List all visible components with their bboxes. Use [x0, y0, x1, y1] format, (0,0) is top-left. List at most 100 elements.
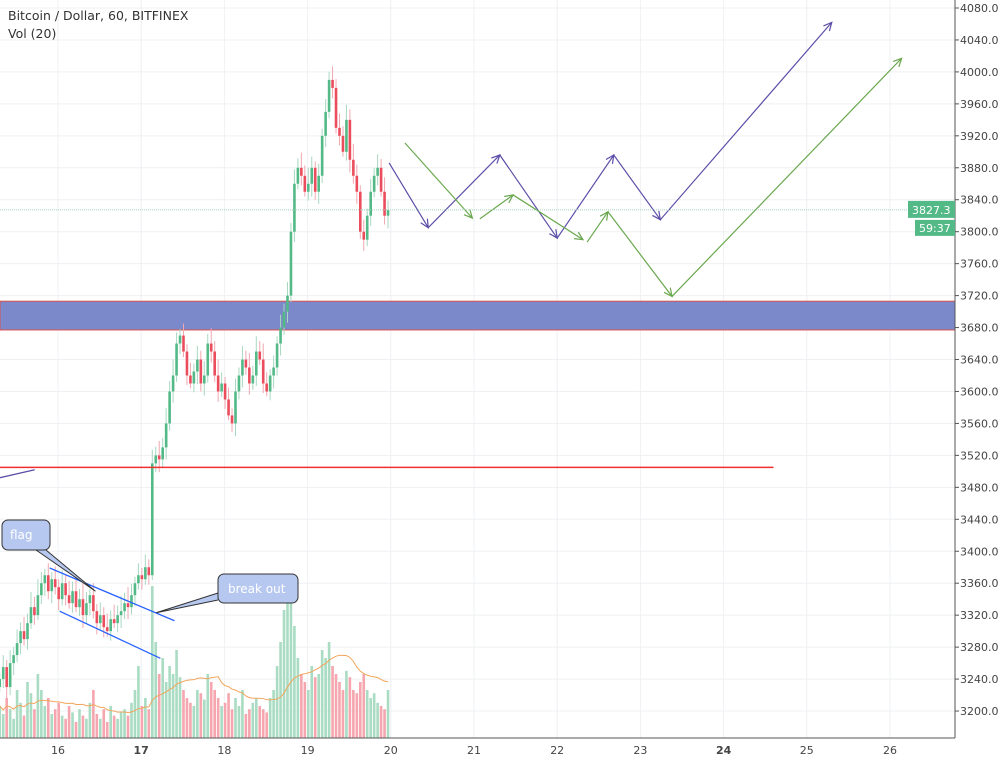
candle-body	[216, 375, 220, 392]
volume-bar	[296, 658, 300, 738]
candle-body	[230, 415, 234, 424]
volume-bar	[98, 718, 102, 738]
volume-bar	[254, 698, 258, 738]
time-tick-label: 19	[301, 744, 315, 757]
candle-body	[310, 167, 314, 184]
candle-body	[286, 295, 289, 312]
candle-body	[95, 611, 99, 624]
candle-body	[8, 663, 12, 688]
volume-bar	[119, 712, 123, 738]
candle-body	[105, 627, 109, 632]
volume-bar	[362, 674, 366, 738]
candle-body	[362, 231, 366, 240]
price-tick-label: 3240.0	[960, 673, 999, 686]
candle-body	[81, 599, 85, 616]
candle-body	[261, 359, 265, 384]
callout-box	[217, 573, 299, 604]
volume-bar	[1, 714, 5, 738]
candle-body	[331, 79, 334, 88]
volume-bar	[196, 690, 199, 738]
volume-bar	[313, 677, 317, 738]
candle-body	[300, 167, 303, 176]
volume-bar	[64, 718, 67, 738]
candle-body	[112, 619, 116, 624]
price-tick-label: 3320.0	[960, 609, 999, 622]
volume-bar	[53, 709, 57, 738]
callout-pointer	[35, 549, 96, 592]
volume-bar	[216, 698, 220, 738]
volume-bar	[365, 690, 369, 738]
candle-body	[209, 343, 213, 352]
volume-bar	[251, 702, 255, 738]
candle-body	[22, 631, 26, 640]
candle-body	[119, 611, 123, 616]
volume-bar	[88, 702, 92, 738]
candle-body	[352, 159, 355, 176]
candle-body	[29, 607, 33, 624]
candle-body	[64, 583, 67, 596]
arrow-head	[663, 287, 673, 298]
time-tick-label: 17	[134, 744, 149, 757]
candle-body	[33, 607, 36, 616]
callout-pointer	[156, 592, 219, 614]
volume-bar	[206, 674, 210, 738]
candle-body	[78, 599, 81, 608]
volume-bar	[130, 702, 133, 738]
volume-bar	[244, 714, 248, 738]
volume-bar	[286, 578, 289, 738]
candle-body	[275, 343, 279, 368]
candle-body	[67, 595, 71, 604]
volume-bar	[386, 690, 390, 738]
candle-body	[196, 359, 199, 372]
volume-bar	[320, 650, 324, 738]
volume-bar	[112, 715, 116, 738]
arrow-head	[549, 229, 558, 240]
volume-bar	[40, 690, 43, 738]
callout-flag: flag	[1, 519, 96, 592]
volume-bar	[175, 650, 178, 738]
candle-body	[303, 175, 307, 192]
candle-body	[248, 367, 251, 384]
candle-body	[168, 391, 171, 424]
candle-body	[272, 367, 275, 376]
candle-body	[185, 351, 189, 376]
candle-body	[202, 375, 206, 384]
volume-bar	[50, 714, 54, 738]
candle-body	[355, 175, 359, 192]
time-tick-label: 20	[384, 744, 398, 757]
volume-bar	[5, 698, 8, 738]
projection-path-green	[586, 211, 609, 243]
candle-body	[379, 167, 383, 192]
candle-body	[182, 335, 185, 352]
volume-bar	[338, 682, 341, 738]
candle-body	[133, 583, 137, 596]
candle-body	[12, 655, 15, 664]
candle-body	[324, 111, 327, 136]
volume-bar	[8, 709, 12, 738]
candle-body	[137, 575, 140, 584]
candle-body	[341, 135, 345, 152]
volume-bar	[248, 709, 251, 738]
volume-bar	[334, 674, 338, 738]
candle-body	[19, 631, 22, 644]
volume-bar	[154, 642, 158, 738]
candle-body	[320, 135, 324, 176]
volume-bar	[341, 690, 345, 738]
price-tick-label: 3400.0	[960, 545, 999, 558]
volume-bar	[282, 610, 286, 738]
candle-body	[296, 167, 300, 184]
candle-body	[150, 463, 154, 576]
projection-path-green	[512, 194, 584, 241]
volume-bar	[74, 722, 78, 738]
volume-bar	[223, 702, 227, 738]
candle-body	[46, 575, 50, 592]
flag-channel-line	[59, 610, 161, 659]
candle-body	[338, 127, 341, 136]
volume-bar	[92, 690, 95, 738]
price-tick-label: 3840.0	[960, 194, 999, 207]
candle-body	[234, 391, 237, 424]
candle-body	[386, 210, 390, 216]
chart-title: Bitcoin / Dollar, 60, BITFINEX	[8, 8, 189, 23]
candle-body	[147, 567, 151, 576]
